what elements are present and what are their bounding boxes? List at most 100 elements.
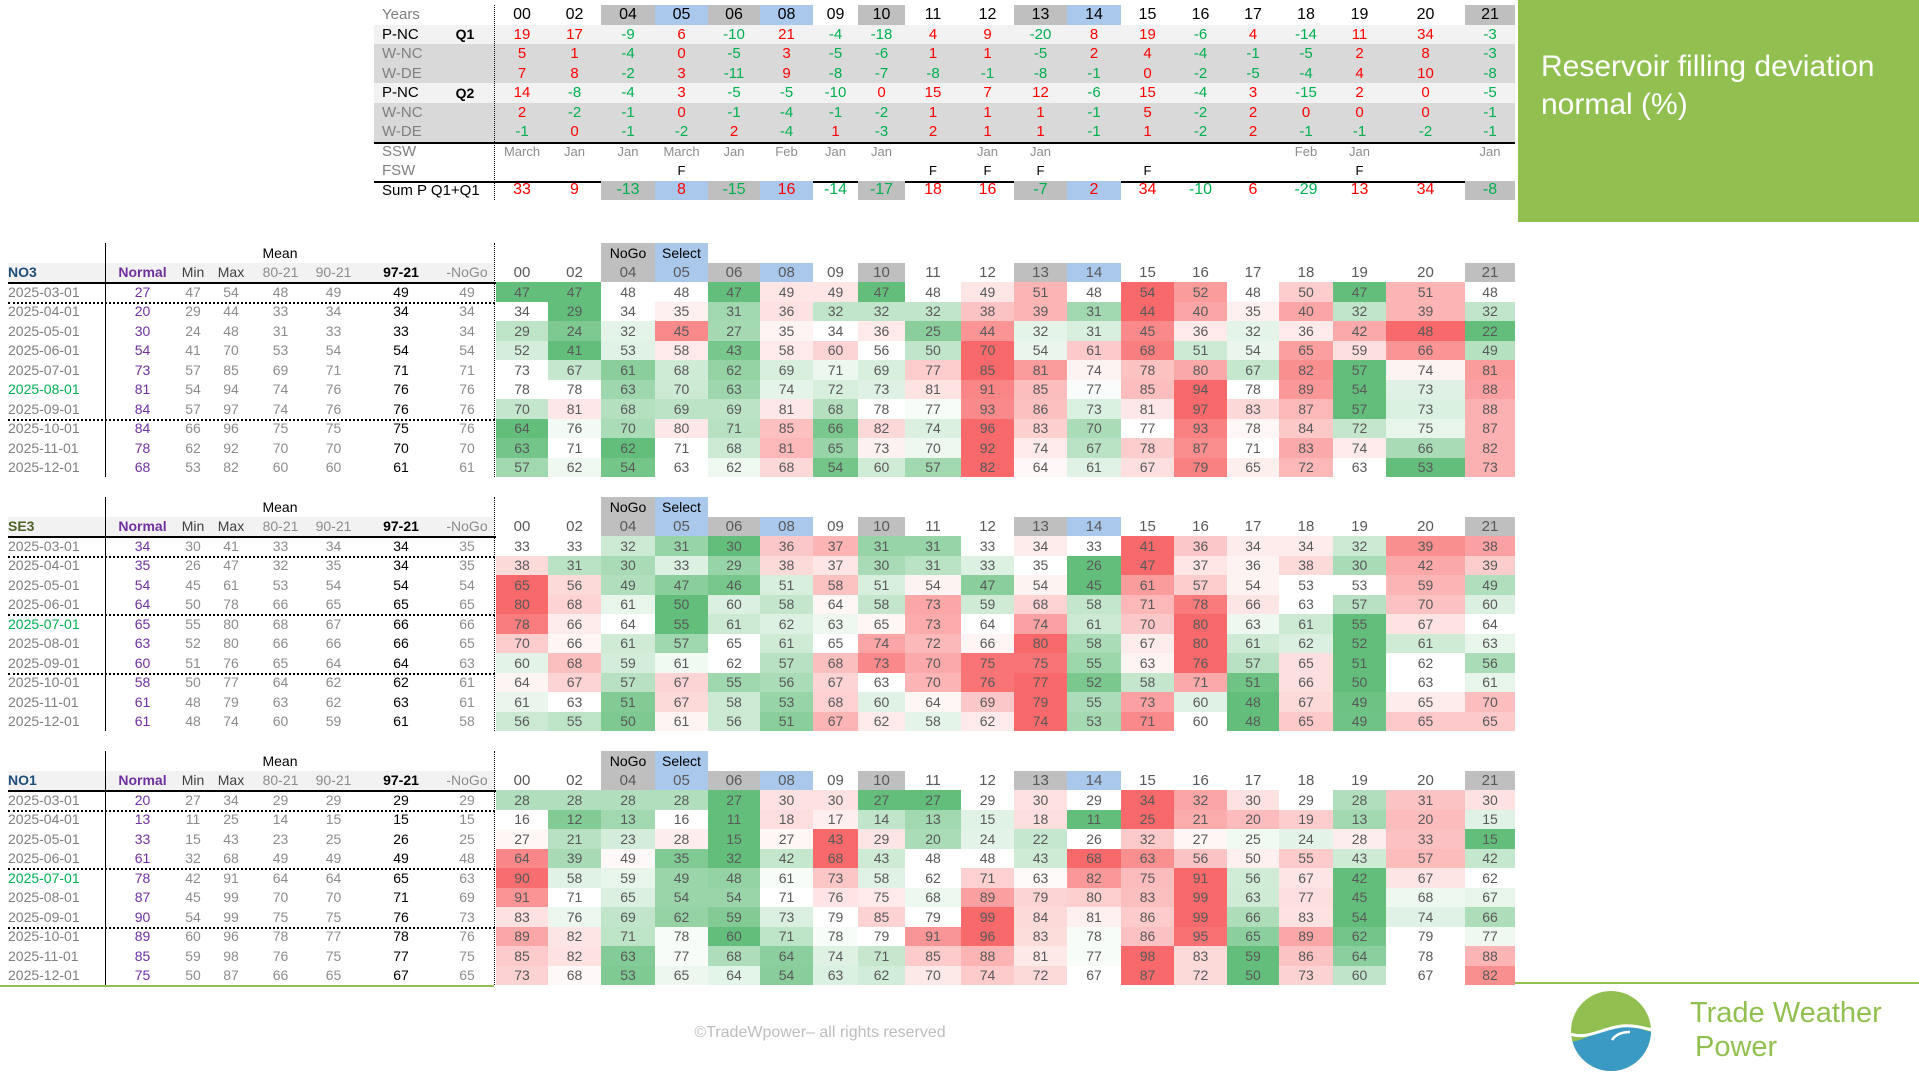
fsw-flag [548,161,601,181]
heatmap-cell: 69 [961,692,1014,712]
heatmap-cell: 34 [813,321,858,341]
row-date: 2025-05-01 [8,322,80,339]
heatmap-cell: 67 [1067,438,1121,458]
heatmap-cell: 78 [1227,418,1279,438]
heatmap-cell: 36 [760,536,813,556]
heatmap-cell: 78 [496,379,548,399]
heatmap-cell: 57 [601,672,655,692]
heatmap-cell: 47 [496,282,548,302]
stat-m9021: 34 [325,537,342,554]
stat-m9021: 75 [325,420,342,437]
heatmap-cell: 49 [601,575,655,595]
heatmap-cell: 78 [1386,946,1465,966]
heatmap-cell: 27 [760,829,813,849]
divider [105,751,106,985]
stat-m9021: 75 [325,947,342,964]
heatmap-cell: 87 [1121,965,1174,985]
stat-m9021: 54 [325,342,342,359]
stat-min: 11 [185,811,201,828]
heatmap-cell: 81 [1465,360,1515,380]
deviation-value: 1 [1143,123,1152,141]
heatmap-cell: 67 [813,672,858,692]
heatmap-cell: 59 [1227,946,1279,966]
heatmap-cell: 80 [655,418,708,438]
divider [494,243,495,477]
stat-m9021: 76 [325,400,342,417]
heatmap-cell: 63 [1121,848,1174,868]
stat-m9021: 65 [325,596,342,613]
heatmap-cell: 69 [655,399,708,419]
heatmap-cell: 43 [708,340,760,360]
year-header: 11 [925,263,941,281]
deviation-value: 0 [570,123,579,141]
heatmap-cell: 33 [548,536,601,556]
heatmap-cell: 80 [1067,887,1121,907]
heatmap-cell: 25 [1227,829,1279,849]
heatmap-cell: 29 [1067,790,1121,810]
stat-normal: 13 [134,811,151,828]
deviation-value: -2 [1418,123,1433,141]
heatmap-cell: 67 [1227,360,1279,380]
heatmap-cell: 48 [708,868,760,888]
heatmap-cell: 82 [858,418,905,438]
stat-max: 96 [223,420,239,437]
heatmap-cell: 37 [813,536,858,556]
mean-group-header: Mean [262,498,298,515]
heatmap-cell: 67 [1121,457,1174,477]
heatmap-cell: 94 [1174,379,1227,399]
heatmap-cell: 28 [655,829,708,849]
heatmap-cell: 56 [1227,868,1279,888]
heatmap-cell: 22 [1465,321,1515,341]
stat-m9021: 59 [325,713,342,730]
divider [105,497,106,731]
heatmap-cell: 47 [548,282,601,302]
heatmap-cell: 63 [1465,633,1515,653]
heatmap-cell: 38 [961,301,1014,321]
heatmap-cell: 50 [655,594,708,614]
heatmap-cell: 27 [708,790,760,810]
heatmap-cell: 54 [1014,340,1067,360]
stat-max: 44 [223,303,239,320]
heatmap-cell: 30 [1465,790,1515,810]
heatmap-cell: 16 [655,809,708,829]
row-label: W-DE [382,123,422,141]
sum-value: 13 [1350,181,1369,199]
heatmap-cell: 51 [1174,340,1227,360]
heatmap-cell: 27 [708,321,760,341]
stat-nogo: 35 [459,557,475,574]
heatmap-cell: 51 [858,575,905,595]
heatmap-cell: 35 [655,848,708,868]
stat-m9721: 76 [393,908,409,925]
deviation-value: -8 [828,64,843,82]
stat-nogo: 54 [459,576,475,593]
heatmap-cell: 42 [1333,321,1386,341]
heatmap-cell: 57 [1333,399,1386,419]
stat-nogo: 48 [459,850,475,867]
stat-nogo: 66 [459,615,475,632]
stat-max: 54 [223,283,239,300]
heatmap-cell: 68 [813,399,858,419]
heatmap-cell: 70 [905,965,961,985]
deviation-value: -1 [1087,64,1101,82]
heatmap-cell: 87 [1279,399,1333,419]
heatmap-cell: 63 [1333,457,1386,477]
deviation-value: -5 [727,45,741,63]
region-name: SE3 [8,518,35,535]
heatmap-cell: 62 [1333,926,1386,946]
heatmap-cell: 31 [1067,301,1121,321]
heatmap-cell: 70 [905,672,961,692]
heatmap-cell: 61 [655,711,708,731]
fsw-flag [1465,161,1515,181]
year-header: 02 [566,517,583,535]
stat-nogo: 35 [459,537,475,554]
year-header: 17 [1244,771,1262,789]
heatmap-cell: 77 [1279,887,1333,907]
heatmap-cell: 74 [1333,438,1386,458]
stat-nogo: 61 [459,674,475,691]
heatmap-cell: 33 [496,536,548,556]
heatmap-cell: 56 [760,672,813,692]
heatmap-cell: 74 [1014,614,1067,634]
heatmap-cell: 57 [760,653,813,673]
stat-max: 80 [223,615,239,632]
heatmap-cell: 68 [813,653,858,673]
